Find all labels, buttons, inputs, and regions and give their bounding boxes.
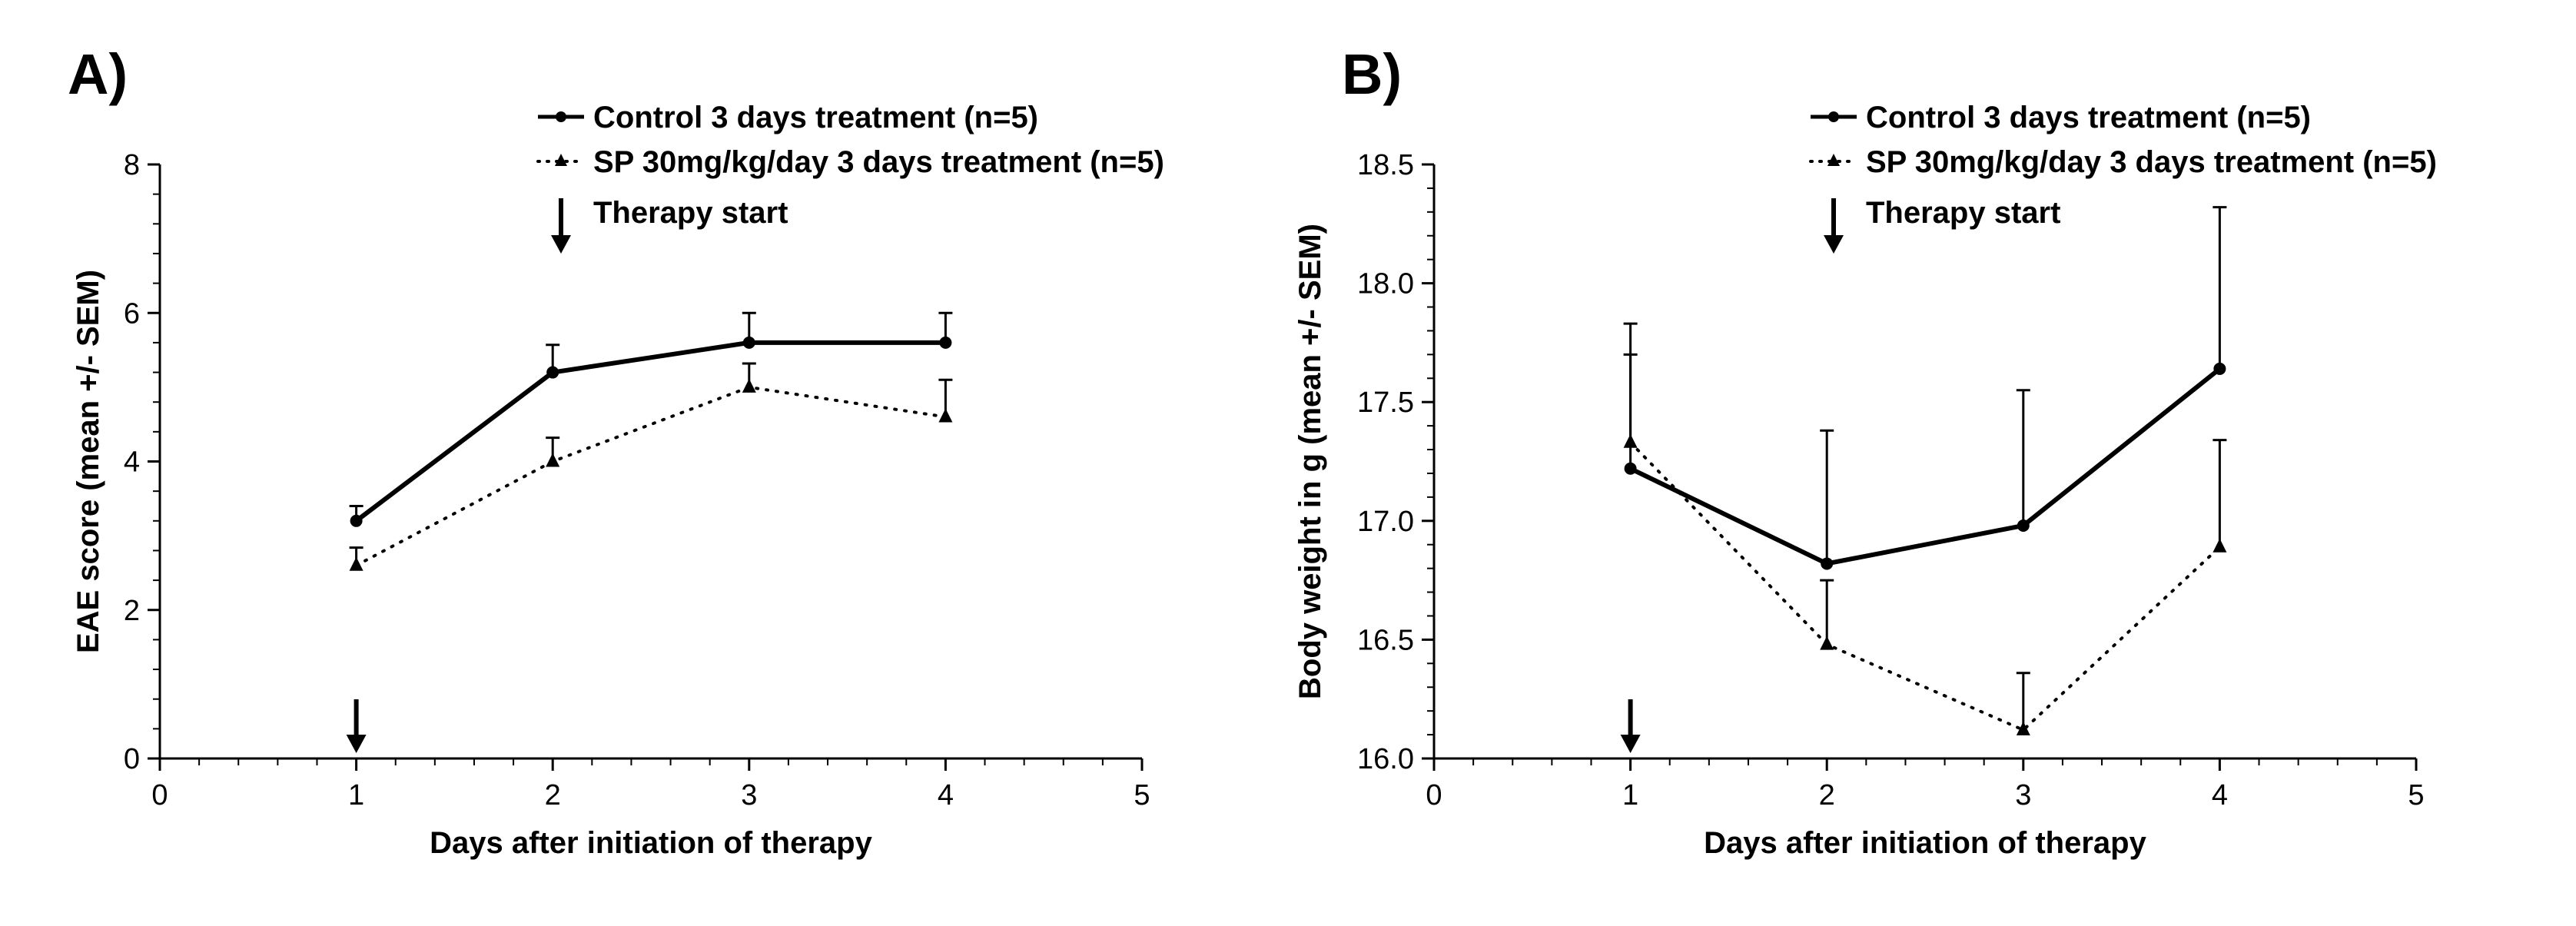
therapy-start-label: Therapy start [593, 196, 788, 230]
series-line [354, 340, 946, 523]
y-tick-label: 4 [124, 446, 140, 479]
x-axis-title: Days after initiation of therapy [1704, 826, 2146, 860]
legend-item: SP 30mg/kg/day 3 days treatment (n=5) [536, 145, 1164, 179]
x-tick-label: 4 [938, 779, 954, 811]
down-arrow-icon-head [346, 735, 367, 753]
x-tick-label: 0 [1426, 779, 1442, 811]
data-point [1821, 557, 1834, 570]
therapy-start-label: Therapy start [1866, 196, 2060, 230]
series-control [349, 311, 953, 527]
data-point [742, 378, 756, 393]
data-point [2213, 362, 2226, 375]
y-tick-label: 0 [124, 743, 140, 775]
y-tick-label: 8 [124, 149, 140, 181]
y-tick-label: 17.5 [1357, 387, 1414, 419]
panel-label: A) [68, 42, 128, 106]
legend-item: Control 3 days treatment (n=5) [1811, 101, 2311, 134]
x-tick-label: 2 [1819, 779, 1835, 811]
legend-item: Control 3 days treatment (n=5) [538, 101, 1038, 134]
series-line [1628, 440, 2222, 732]
series-control [1623, 206, 2227, 570]
x-tick-label: 2 [545, 779, 561, 811]
data-point [546, 453, 560, 467]
x-tick-label: 5 [2408, 779, 2424, 811]
legend-marker [556, 111, 566, 122]
legend-label: SP 30mg/kg/day 3 days treatment (n=5) [1866, 145, 2437, 179]
panel-label: B) [1342, 42, 1402, 106]
down-arrow-icon-head [551, 235, 571, 254]
legend-marker [555, 154, 567, 166]
data-point [1624, 462, 1637, 475]
x-tick-label: 4 [2212, 779, 2228, 811]
panel-b: B) 16.0 16.5 17.0 17.5 18.0 18.5 0 1 2 3 4 5 Days aft… [1293, 42, 2437, 860]
y-axis-title: Body weight in g (mean +/- SEM) [1293, 224, 1327, 699]
y-tick-label: 6 [124, 297, 140, 330]
y-tick-label: 2 [124, 595, 140, 627]
legend-marker [1827, 154, 1840, 166]
x-tick-label: 1 [348, 779, 364, 811]
y-tick-label: 16.0 [1357, 743, 1414, 775]
legend-label: SP 30mg/kg/day 3 days treatment (n=5) [593, 145, 1164, 179]
legend: Control 3 days treatment (n=5) SP 30mg/kg… [536, 101, 1164, 179]
x-tick-label: 0 [151, 779, 168, 811]
data-point [1623, 433, 1638, 448]
down-arrow-icon-head [1824, 235, 1844, 254]
y-tick-label: 18.0 [1357, 268, 1414, 300]
therapy-start-annotation: Therapy start [1824, 196, 2060, 254]
data-point [938, 408, 953, 423]
data-point [350, 514, 363, 527]
down-arrow-icon-head [1620, 735, 1641, 753]
y-tick-label: 16.5 [1357, 624, 1414, 656]
data-point [2017, 519, 2030, 532]
data-point [349, 556, 363, 571]
legend-item: SP 30mg/kg/day 3 days treatment (n=5) [1809, 145, 2437, 179]
y-tick-label: 18.5 [1357, 149, 1414, 181]
therapy-start-annotation: Therapy start [551, 196, 788, 254]
therapy-day-marker [1620, 699, 1641, 753]
y-axis-title: EAE score (mean +/- SEM) [71, 270, 105, 653]
data-point [742, 336, 755, 349]
series-sp [1623, 353, 2227, 735]
x-tick-label: 3 [2015, 779, 2031, 811]
x-tick-label: 3 [741, 779, 757, 811]
legend-marker [1828, 111, 1839, 122]
data-point [1820, 636, 1834, 650]
data-point [2016, 721, 2030, 735]
panel-a: A) 0 2 4 6 8 0 1 2 3 4 5 Days after initiation of th… [68, 42, 1164, 860]
series-line [1629, 367, 2222, 566]
x-tick-label: 1 [1622, 779, 1638, 811]
therapy-day-marker [346, 699, 367, 753]
data-point [939, 336, 952, 349]
legend-label: Control 3 days treatment (n=5) [1866, 101, 2311, 134]
series-line [354, 385, 948, 567]
x-tick-label: 5 [1134, 779, 1150, 811]
data-point [546, 366, 559, 379]
x-axis-title: Days after initiation of therapy [430, 826, 872, 860]
series-sp [349, 362, 953, 571]
legend: Control 3 days treatment (n=5) SP 30mg/kg… [1809, 101, 2437, 179]
legend-label: Control 3 days treatment (n=5) [593, 101, 1038, 134]
y-tick-label: 17.0 [1357, 506, 1414, 538]
data-point [2213, 538, 2227, 553]
